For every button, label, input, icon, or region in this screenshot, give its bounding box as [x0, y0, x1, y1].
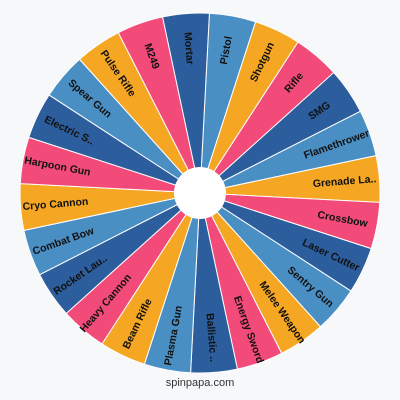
- wheel-segment[interactable]: [161, 12, 210, 194]
- footer-credit: spinpapa.com: [165, 377, 235, 389]
- wheel-segments: Pistol Shotgun RifleSMGFlamethrowerGrenade…: [19, 12, 381, 374]
- wheel-segment-label: Mortar: [181, 32, 196, 66]
- wheel-segment-label: Pistol: [218, 35, 235, 65]
- wheel-center-hub[interactable]: [174, 167, 226, 219]
- wheel-segment-label: Cryo Cannon: [22, 196, 89, 213]
- wheel-segment-label: Grenade La..: [312, 173, 376, 190]
- wheel-segment-label: Ballistic ..: [203, 313, 219, 363]
